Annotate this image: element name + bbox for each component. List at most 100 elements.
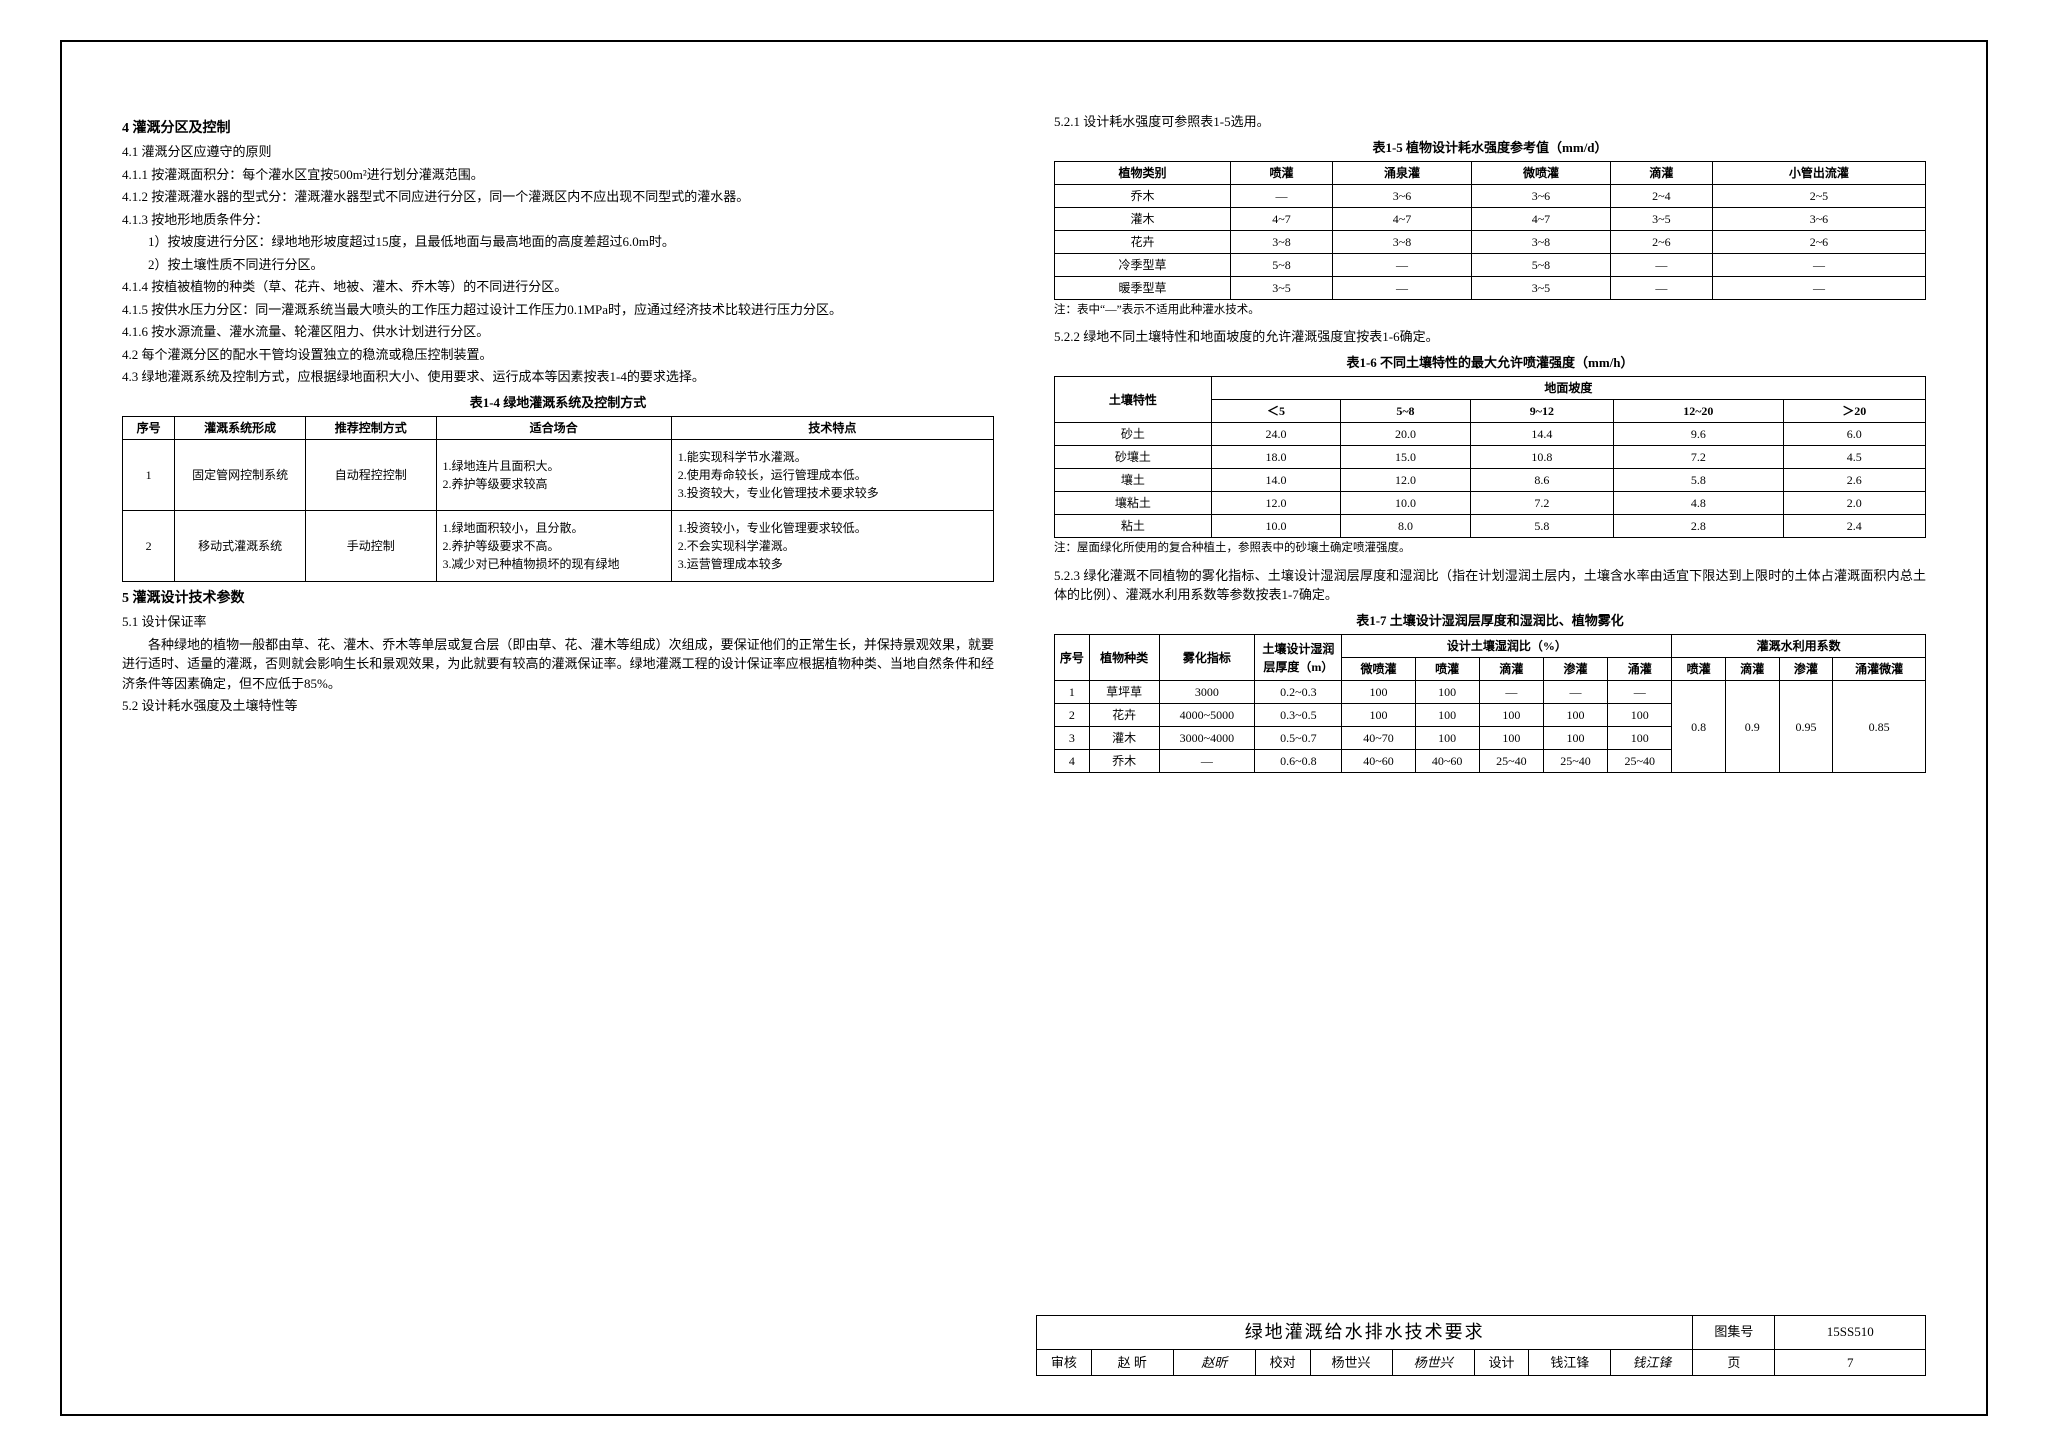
table-cell: 花卉 bbox=[1089, 704, 1159, 727]
table-cell: 4 bbox=[1055, 750, 1090, 773]
t14-h1: 灌溉系统形成 bbox=[175, 417, 306, 440]
para-4-3: 4.3 绿地灌溉系统及控制方式，应根据绿地面积大小、使用要求、运行成本等因素按表… bbox=[122, 367, 994, 387]
para-4-1-6: 4.1.6 按水源流量、灌水流量、轮灌区阻力、供水计划进行分区。 bbox=[122, 322, 994, 342]
table-cell: 2.0 bbox=[1783, 492, 1926, 515]
table-cell: 3~5 bbox=[1610, 208, 1712, 231]
table-cell: 10.8 bbox=[1470, 446, 1613, 469]
table-cell: 1.绿地面积较小，且分散。 2.养护等级要求不高。 3.减少对已种植物损坏的现有… bbox=[436, 511, 671, 582]
table-cell: 0.8 bbox=[1672, 681, 1726, 773]
page-label: 页 bbox=[1693, 1349, 1775, 1376]
table-header: 喷灌 bbox=[1415, 658, 1479, 681]
table-cell: 100 bbox=[1415, 704, 1479, 727]
page-no: 7 bbox=[1775, 1349, 1926, 1376]
table-cell: — bbox=[1608, 681, 1672, 704]
table-cell: 3~5 bbox=[1471, 277, 1610, 300]
table-cell: 25~40 bbox=[1543, 750, 1607, 773]
document-page: 4 灌溉分区及控制 4.1 灌溉分区应遵守的原则 4.1.1 按灌溉面积分：每个… bbox=[60, 40, 1988, 1416]
table-header: 9~12 bbox=[1470, 400, 1613, 423]
table-cell: 12.0 bbox=[1341, 469, 1470, 492]
table-1-4-title: 表1-4 绿地灌溉系统及控制方式 bbox=[122, 393, 994, 413]
table-cell: 2 bbox=[123, 511, 175, 582]
t14-h0: 序号 bbox=[123, 417, 175, 440]
table-header: 涌灌微灌 bbox=[1833, 658, 1926, 681]
table-1-7-title: 表1-7 土壤设计湿润层厚度和湿润比、植物雾化 bbox=[1054, 611, 1926, 631]
table-cell: 2~4 bbox=[1610, 185, 1712, 208]
para-4-1-3-2: 2）按土壤性质不同进行分区。 bbox=[122, 255, 994, 275]
table-cell: 1.绿地连片且面积大。 2.养护等级要求较高 bbox=[436, 440, 671, 511]
table-cell: 砂土 bbox=[1055, 423, 1212, 446]
para-5-2-3: 5.2.3 绿化灌溉不同植物的雾化指标、土壤设计湿润层厚度和湿润比（指在计划湿润… bbox=[1054, 566, 1926, 605]
t16-key: 土壤特性 bbox=[1055, 377, 1212, 423]
table-header: 小管出流灌 bbox=[1712, 162, 1925, 185]
table-header: 滴灌 bbox=[1725, 658, 1779, 681]
table-cell: 100 bbox=[1342, 704, 1415, 727]
table-cell: 14.0 bbox=[1211, 469, 1340, 492]
doc-title: 绿地灌溉给水排水技术要求 bbox=[1037, 1315, 1693, 1349]
table-cell: 7.2 bbox=[1614, 446, 1783, 469]
table-cell: 2~6 bbox=[1712, 231, 1925, 254]
table-cell: 40~60 bbox=[1415, 750, 1479, 773]
table-cell: 乔木 bbox=[1055, 185, 1231, 208]
table-cell: 0.5~0.7 bbox=[1255, 727, 1342, 750]
table-cell: 18.0 bbox=[1211, 446, 1340, 469]
title-block: 绿地灌溉给水排水技术要求 图集号 15SS510 审核赵 昕赵昕校对杨世兴杨世兴… bbox=[1036, 1315, 1926, 1377]
table-cell: 砂壤土 bbox=[1055, 446, 1212, 469]
table-cell: 花卉 bbox=[1055, 231, 1231, 254]
set-no: 15SS510 bbox=[1775, 1315, 1926, 1349]
table-cell: 移动式灌溉系统 bbox=[175, 511, 306, 582]
table-cell: 0.6~0.8 bbox=[1255, 750, 1342, 773]
left-column: 4 灌溉分区及控制 4.1 灌溉分区应遵守的原则 4.1.1 按灌溉面积分：每个… bbox=[122, 112, 994, 773]
right-column: 5.2.1 设计耗水强度可参照表1-5选用。 表1-5 植物设计耗水强度参考值（… bbox=[1054, 112, 1926, 773]
table-cell: 3~8 bbox=[1231, 231, 1333, 254]
t14-h2: 推荐控制方式 bbox=[305, 417, 436, 440]
table-cell: — bbox=[1332, 254, 1471, 277]
table-1-4: 序号 灌溉系统形成 推荐控制方式 适合场合 技术特点 1固定管网控制系统自动程控… bbox=[122, 416, 994, 582]
name-1: 赵 昕 bbox=[1091, 1349, 1173, 1376]
table-cell: 3~6 bbox=[1712, 208, 1925, 231]
table-cell: 40~70 bbox=[1342, 727, 1415, 750]
role-3: 设计 bbox=[1474, 1349, 1529, 1376]
t14-h4: 技术特点 bbox=[671, 417, 993, 440]
t17-h5: 灌溉水利用系数 bbox=[1672, 635, 1926, 658]
table-1-5-note: 注：表中“—”表示不适用此种灌水技术。 bbox=[1054, 302, 1926, 319]
table-cell: 9.6 bbox=[1614, 423, 1783, 446]
table-cell: 100 bbox=[1415, 727, 1479, 750]
table-cell: 乔木 bbox=[1089, 750, 1159, 773]
para-4-1-3-1: 1）按坡度进行分区：绿地地形坡度超过15度，且最低地面与最高地面的高度差超过6.… bbox=[122, 232, 994, 252]
table-cell: 2.8 bbox=[1614, 515, 1783, 538]
table-header: 12~20 bbox=[1614, 400, 1783, 423]
table-cell: 草坪草 bbox=[1089, 681, 1159, 704]
table-cell: 4~7 bbox=[1332, 208, 1471, 231]
table-cell: 3~8 bbox=[1332, 231, 1471, 254]
table-1-7: 序号 植物种类 雾化指标 土壤设计湿润层厚度（m） 设计土壤湿润比（%） 灌溉水… bbox=[1054, 634, 1926, 773]
table-1-6-title: 表1-6 不同土壤特性的最大允许喷灌强度（mm/h） bbox=[1054, 353, 1926, 373]
para-4-1: 4.1 灌溉分区应遵守的原则 bbox=[122, 142, 994, 162]
table-header: 涌灌 bbox=[1608, 658, 1672, 681]
table-cell: 0.9 bbox=[1725, 681, 1779, 773]
table-cell: 5~8 bbox=[1231, 254, 1333, 277]
table-cell: 20.0 bbox=[1341, 423, 1470, 446]
t14-h3: 适合场合 bbox=[436, 417, 671, 440]
table-cell: 3000 bbox=[1159, 681, 1255, 704]
table-cell: 0.3~0.5 bbox=[1255, 704, 1342, 727]
t17-h2: 雾化指标 bbox=[1159, 635, 1255, 681]
table-1-5-title: 表1-5 植物设计耗水强度参考值（mm/d） bbox=[1054, 138, 1926, 158]
table-cell: 1 bbox=[123, 440, 175, 511]
table-cell: 0.95 bbox=[1779, 681, 1833, 773]
table-cell: — bbox=[1231, 185, 1333, 208]
table-cell: 2.4 bbox=[1783, 515, 1926, 538]
table-cell: 手动控制 bbox=[305, 511, 436, 582]
table-cell: — bbox=[1610, 254, 1712, 277]
table-header: 涌泉灌 bbox=[1332, 162, 1471, 185]
table-cell: 40~60 bbox=[1342, 750, 1415, 773]
heading-5: 5 灌溉设计技术参数 bbox=[122, 588, 994, 609]
name-3: 钱江锋 bbox=[1529, 1349, 1611, 1376]
t17-h0: 序号 bbox=[1055, 635, 1090, 681]
table-cell: 3~6 bbox=[1332, 185, 1471, 208]
table-cell: 5.8 bbox=[1470, 515, 1613, 538]
table-header: 喷灌 bbox=[1231, 162, 1333, 185]
table-cell: 2~6 bbox=[1610, 231, 1712, 254]
table-header: 渗灌 bbox=[1543, 658, 1607, 681]
table-cell: 5.8 bbox=[1614, 469, 1783, 492]
table-header: 微喷灌 bbox=[1471, 162, 1610, 185]
